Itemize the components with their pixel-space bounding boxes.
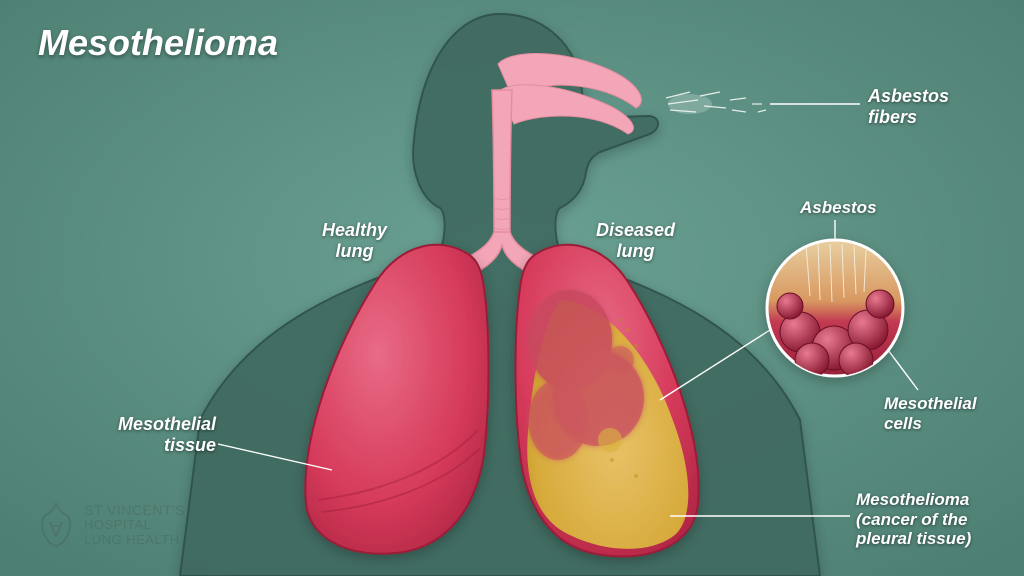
hospital-logo: ST VINCENT'S HOSPITAL LUNG HEALTH (38, 502, 185, 548)
label-diseased-lung: Diseasedlung (596, 220, 675, 261)
label-healthy-lung: Healthylung (322, 220, 387, 261)
inset-detail (767, 240, 903, 377)
label-asbestos: Asbestos (800, 198, 877, 218)
logo-line3: LUNG HEALTH (84, 533, 185, 547)
diagram-title: Mesothelioma (38, 22, 278, 64)
label-mesothelial-tissue: Mesothelialtissue (118, 414, 216, 455)
label-mesothelial-cells: Mesothelialcells (884, 394, 977, 433)
logo-line1: ST VINCENT'S (84, 503, 185, 518)
logo-shield-icon (38, 502, 74, 548)
label-asbestos-fibers: Asbestosfibers (868, 86, 949, 127)
label-mesothelioma-caption: Mesothelioma(cancer of thepleural tissue… (856, 490, 971, 549)
infographic-canvas: Mesothelioma Asbestosfibers Healthylung … (0, 0, 1024, 576)
logo-line2: HOSPITAL (84, 518, 185, 532)
